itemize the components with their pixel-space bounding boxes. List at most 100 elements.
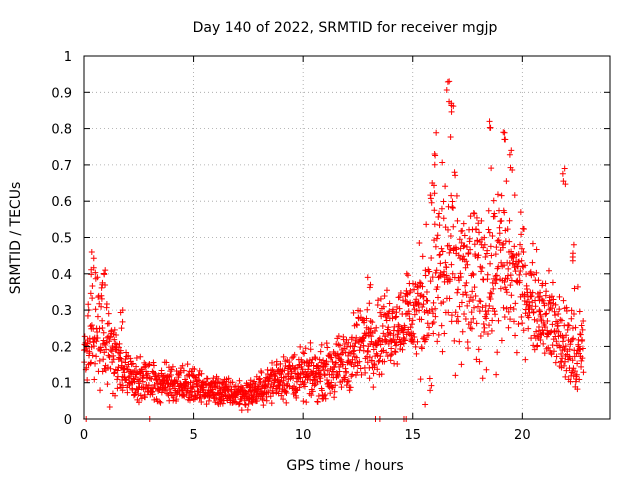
data-point [98,292,105,299]
data-point [531,316,538,323]
data-point [212,399,219,406]
data-point [430,299,437,306]
data-point [452,172,459,179]
data-point [495,317,502,324]
data-point [473,320,480,327]
data-point [486,118,493,125]
data-point [522,262,529,269]
data-point [486,229,493,236]
data-point [557,344,564,351]
data-point [528,272,535,279]
data-point [488,165,495,172]
data-point [114,376,121,383]
data-point [484,330,491,337]
data-point [134,376,141,383]
data-point [523,271,530,278]
data-point [471,210,478,217]
data-point [456,236,463,243]
data-point [545,267,552,274]
data-point [467,246,474,253]
data-point [314,378,321,385]
data-point [291,365,298,372]
data-point [476,229,483,236]
data-point [115,344,122,351]
data-point [447,276,454,283]
data-point [199,384,206,391]
data-point [259,395,266,402]
data-point [244,406,251,413]
data-point [99,279,106,286]
data-point [471,241,478,248]
data-point [269,387,276,394]
data-point [358,371,365,378]
data-point [377,295,384,302]
data-point [431,221,438,228]
data-point [523,286,530,293]
data-point [430,319,437,326]
data-point [436,252,443,259]
data-point [374,352,381,359]
data-point [344,378,351,385]
data-point [169,363,176,370]
data-point [403,270,410,277]
data-point [107,333,114,340]
x-tick-label: 0 [80,428,88,443]
data-point [518,314,525,321]
data-point [315,392,322,399]
data-point [459,328,466,335]
data-point [375,297,382,304]
data-point [114,367,121,374]
data-point [483,366,490,373]
data-point [384,353,391,360]
data-point [176,370,183,377]
data-point [117,350,124,357]
data-point [139,378,146,385]
data-point [565,322,572,329]
data-point [418,316,425,323]
data-point [443,87,450,94]
data-point [152,370,159,377]
data-point [262,374,269,381]
data-point [516,277,523,284]
data-point [454,313,461,320]
data-point [368,338,375,345]
data-point [453,246,460,253]
data-point [180,367,187,374]
data-point [485,226,492,233]
data-point [569,253,576,260]
data-point [210,375,217,382]
data-point [522,306,529,313]
data-point [369,319,376,326]
data-point [405,272,412,279]
data-point [388,351,395,358]
data-point [259,397,266,404]
data-point [88,322,95,329]
data-point [383,287,390,294]
data-point [366,300,373,307]
data-point [89,283,96,290]
data-point [437,260,444,267]
data-point [442,259,449,266]
data-point [448,102,455,109]
data-point [133,355,140,362]
data-point [296,384,303,391]
data-point [474,303,481,310]
data-point [493,371,500,378]
data-point [511,264,518,271]
data-point [511,318,518,325]
data-point [366,354,373,361]
data-point [522,356,529,363]
data-point [420,301,427,308]
data-point [377,309,384,316]
data-point [541,350,548,357]
data-point [314,398,321,405]
data-point [117,381,124,388]
data-point [579,355,586,362]
data-point [427,278,434,285]
data-point [203,401,210,408]
data-point [117,309,124,316]
data-point [407,287,414,294]
data-point [533,328,540,335]
data-point [538,296,545,303]
data-point [560,297,567,304]
